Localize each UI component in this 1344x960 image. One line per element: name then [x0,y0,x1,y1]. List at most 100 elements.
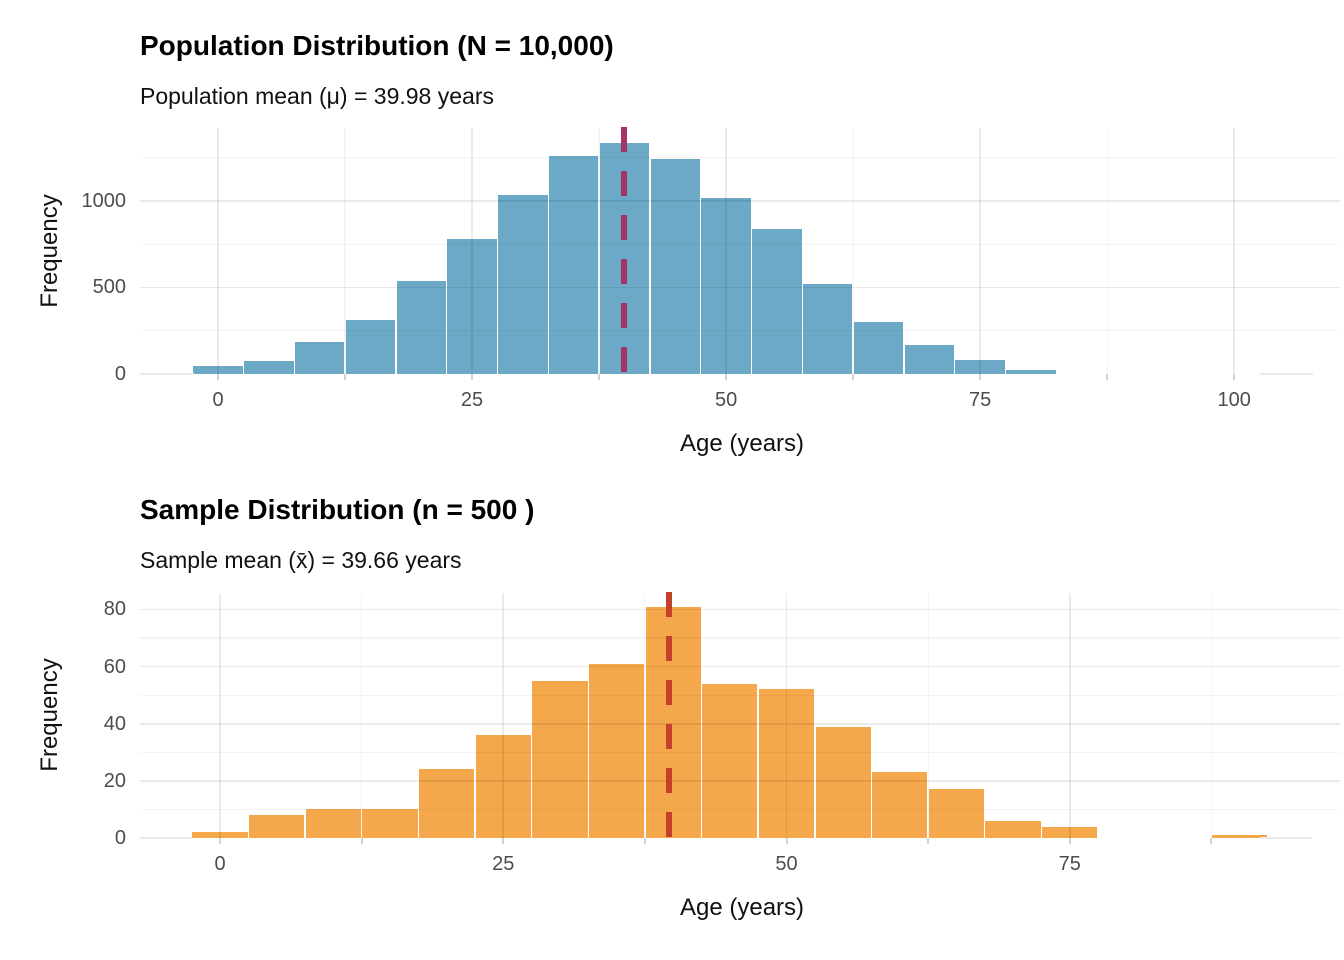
population-x-axis-title: Age (years) [679,430,805,457]
histogram-bar [872,772,928,838]
x-axis-tick [502,838,505,844]
x-axis-tick [1068,838,1071,844]
histogram-bar [815,726,871,838]
histogram-bar [588,663,645,838]
y-tick-label: 80 [103,598,126,621]
histogram-bar [396,280,446,374]
histogram-bar [928,789,985,838]
gridline-y-minor [140,751,1340,753]
histogram-bar [498,194,548,374]
sample-x-axis-title: Age (years) [679,894,805,921]
y-tick-label: 20 [103,769,126,792]
x-axis-tick [927,838,930,844]
x-axis-tick [219,838,221,844]
gridline-y-minor [140,637,1340,639]
histogram-bar [249,815,305,838]
population-histogram-panel: 0 25 50 75 100 0 500 1000 [82,127,1340,411]
population-chart-subtitle: Population mean (μ) = 39.98 years [140,83,494,109]
gridline-y-minor [140,330,1340,332]
x-tick-label: 25 [460,389,484,411]
histogram-bar [345,320,396,374]
histogram-bar [192,832,248,838]
x-axis-tick [1210,838,1213,844]
gridline-x-minor [852,128,854,374]
x-tick-label: 0 [212,389,224,411]
x-axis-tick [471,374,474,380]
y-tick-label: 60 [103,655,126,678]
histogram-bar [702,683,758,838]
histogram-bar [447,239,497,374]
histogram-bar [475,735,531,838]
x-axis-tick [643,838,646,844]
mean-vline [666,592,673,850]
x-tick-label: 100 [1217,389,1251,411]
histogram-bar [758,689,815,838]
gridline-y-major [140,722,1340,725]
gridline-y-zero [140,836,192,839]
x-axis-tick [1106,374,1109,380]
x-tick-label: 50 [714,389,738,411]
gridline-y-major [140,286,1340,289]
histogram-bar [532,680,588,838]
x-axis-tick [852,374,855,380]
x-axis-tick [360,838,363,844]
histogram-bar [305,809,361,838]
gridline-x-major [217,128,219,374]
y-tick-label: 0 [114,827,126,849]
gridline-y-major [140,665,1340,668]
gridline-x-minor [927,593,929,838]
x-tick-label: 50 [775,853,798,875]
x-axis-tick [979,374,982,380]
y-tick-label: 1000 [81,189,127,212]
gridline-y-zero [1260,836,1312,839]
x-axis-tick [217,374,219,380]
x-axis-tick [344,374,347,380]
histogram-bar [752,228,802,374]
gridline-y-minor [140,808,1340,810]
gridline-y-minor [140,243,1340,245]
x-tick-label: 0 [214,853,226,875]
gridline-x-minor [598,128,600,374]
gridline-x-major [785,593,788,838]
gridline-x-major [502,593,505,838]
histogram-bar [645,606,701,838]
x-tick-label: 75 [969,389,992,411]
mean-vline [621,127,628,384]
histogram-bar [803,284,853,374]
y-tick-label: 500 [92,276,126,299]
histogram-bar [244,360,294,374]
x-axis-tick [598,374,601,380]
x-tick-label: 75 [1058,853,1081,875]
gridline-x-major [219,593,221,838]
sample-chart-title: Sample Distribution (n = 500 ) [140,494,535,525]
histogram-bar [418,769,475,838]
y-tick-label: 0 [114,363,126,385]
x-axis-tick [785,838,788,844]
x-axis-tick [1233,374,1236,380]
histogram-bar [193,366,243,374]
gridline-y-major [140,608,1340,611]
gridline-x-minor [644,593,646,838]
gridline-x-major [1233,128,1236,374]
histogram-bar [650,159,700,374]
population-chart-title: Population Distribution (N = 10,000) [140,30,614,61]
histogram-bar [853,322,904,374]
gridline-x-minor [344,128,346,374]
gridline-y-major [140,779,1340,782]
gridline-y-zero [1260,372,1313,375]
histogram-bar [985,820,1041,838]
histogram-bar [1042,826,1098,838]
gridline-x-major [471,128,473,374]
sample-histogram-panel: 0 25 50 75 0 20 40 60 80 [104,592,1340,875]
gridline-y-zero [140,372,194,375]
gridline-x-major [1068,593,1071,838]
gridline-y-minor [140,694,1340,696]
histogram-bar [904,344,955,374]
gridline-y-minor [140,157,1340,159]
gridline-x-minor [361,593,363,838]
gridline-x-major [979,128,982,374]
x-axis-tick [725,374,728,380]
gridline-x-minor [1106,128,1108,374]
histogram-bar [955,359,1005,374]
